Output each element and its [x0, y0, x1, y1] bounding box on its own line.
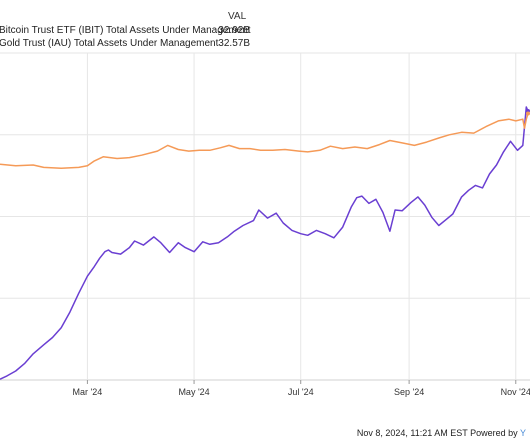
legend-value-iau: 32.57B [218, 38, 250, 49]
legend-row-iau[interactable]: Gold Trust (IAU) Total Assets Under Mana… [0, 38, 250, 52]
series-line-ibit [0, 106, 529, 380]
footer-attribution: Nov 8, 2024, 11:21 AM EST Powered by Y [357, 428, 526, 438]
x-tick-label: Nov '24 [501, 387, 530, 397]
x-tick-label: Mar '24 [73, 387, 103, 397]
series-line-iau [0, 113, 529, 170]
x-tick-label: Jul '24 [288, 387, 314, 397]
x-tick-label: May '24 [178, 387, 209, 397]
footer-brand[interactable]: Y [519, 428, 526, 438]
legend-row-ibit[interactable]: Bitcoin Trust ETF (IBIT) Total Assets Un… [0, 25, 251, 39]
end-point-iau [526, 111, 530, 116]
series-lines [0, 106, 530, 380]
legend-value-header: VAL [228, 11, 247, 22]
legend-value-ibit: 32.92B [218, 25, 250, 36]
x-tick-label: Sep '24 [394, 387, 424, 397]
legend-label-iau: Gold Trust (IAU) Total Assets Under Mana… [0, 38, 219, 49]
footer-text: Nov 8, 2024, 11:21 AM EST Powered by [356, 428, 518, 438]
legend: VAL Bitcoin Trust ETF (IBIT) Total Asset… [0, 0, 530, 56]
x-axis: Mar '24 May '24 Jul '24 Sep '24 Nov '24 [73, 380, 530, 397]
legend-label-ibit: Bitcoin Trust ETF (IBIT) Total Assets Un… [0, 25, 251, 36]
